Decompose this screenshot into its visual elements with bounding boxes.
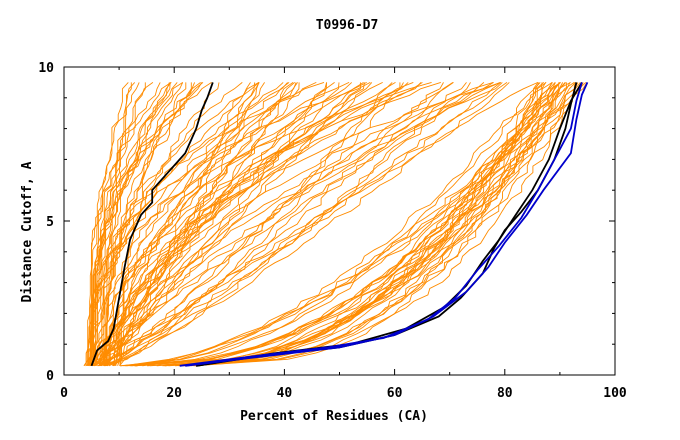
background-series-line — [92, 82, 171, 366]
background-series-line — [93, 82, 373, 367]
highlight-series-line — [196, 81, 583, 367]
background-series-line — [104, 82, 340, 366]
background-series-line — [100, 82, 361, 367]
background-series-line — [94, 82, 192, 366]
background-series-line — [88, 82, 290, 366]
background-series-line — [105, 82, 422, 366]
x-tick-label: 0 — [60, 386, 68, 401]
background-series-line — [119, 82, 243, 366]
background-series-line — [134, 82, 561, 367]
chart-title: T0996-D7 — [316, 18, 379, 33]
background-series-line — [156, 82, 575, 367]
x-axis-label: Percent of Residues (CA) — [240, 409, 428, 424]
y-tick-label: 10 — [38, 61, 54, 76]
background-series-line — [183, 82, 566, 367]
background-series-line — [87, 82, 172, 366]
background-series-line — [180, 82, 547, 367]
y-axis-label: Distance Cutoff, A — [20, 161, 35, 302]
background-series-line — [112, 82, 396, 366]
x-axis-ticks: 0 20 40 60 80 100 — [60, 67, 627, 401]
background-series-line — [92, 82, 161, 366]
background-series-line — [193, 82, 588, 367]
x-tick-label: 60 — [387, 386, 403, 401]
highlight-series-line — [179, 82, 583, 367]
highlight-series-line — [90, 82, 214, 367]
background-series-line — [106, 82, 203, 366]
x-tick-label: 40 — [277, 386, 293, 401]
background-series-line — [124, 82, 561, 367]
background-series-line — [94, 82, 298, 366]
plot-lines — [83, 81, 589, 367]
x-tick-label: 80 — [497, 386, 513, 401]
highlight-series-line — [185, 82, 589, 367]
background-series-line — [178, 82, 576, 367]
background-series-line — [179, 82, 553, 367]
background-series-line — [91, 82, 371, 366]
background-series-line — [112, 82, 444, 367]
background-series-line — [89, 82, 300, 367]
background-series-line — [103, 82, 401, 367]
background-series-line — [115, 81, 414, 366]
background-series-line — [113, 82, 297, 367]
background-series-line — [92, 82, 409, 367]
background-series-line — [104, 82, 508, 367]
background-series-line — [175, 82, 561, 367]
background-series-line — [108, 82, 510, 367]
y-axis-ticks: 0 5 10 — [38, 61, 615, 384]
x-tick-label: 100 — [603, 386, 627, 401]
background-series-line — [89, 82, 129, 366]
y-tick-label: 5 — [46, 215, 54, 230]
background-series-line — [123, 82, 581, 367]
background-series-line — [125, 82, 541, 367]
background-series-line — [119, 82, 571, 367]
background-series-line — [194, 82, 567, 367]
background-series-line — [83, 82, 154, 367]
background-series-line — [119, 82, 404, 367]
background-series-line — [107, 82, 260, 367]
background-series-line — [120, 82, 556, 367]
background-series-line — [127, 82, 571, 367]
background-series-line — [101, 82, 454, 367]
x-tick-label: 20 — [166, 386, 182, 401]
background-series-line — [117, 82, 365, 366]
background-series-line — [100, 82, 454, 367]
background-series-line — [100, 82, 212, 367]
background-series-line — [105, 81, 367, 366]
background-series-line — [183, 82, 556, 367]
y-tick-label: 0 — [46, 369, 54, 384]
background-series-line — [89, 82, 220, 366]
background-series-line — [164, 82, 564, 367]
background-series-line — [106, 82, 256, 367]
background-series-line — [90, 82, 136, 367]
background-series-line — [98, 81, 383, 366]
background-series-line — [98, 82, 471, 367]
background-series-line — [187, 82, 560, 367]
background-series-line — [134, 82, 561, 367]
